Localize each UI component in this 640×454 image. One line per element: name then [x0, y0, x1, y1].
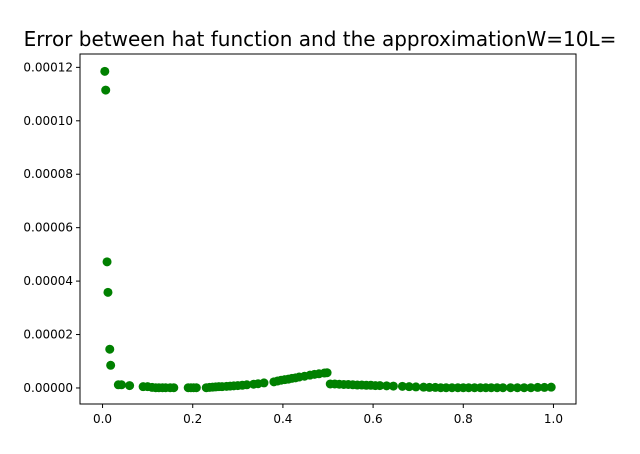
data-point: [404, 382, 414, 392]
x-tick-label: 1.0: [544, 412, 563, 426]
y-tick-label: 0.00000: [23, 381, 73, 395]
x-axis: 0.0 0.2 0.4 0.6 0.8 1.0: [93, 404, 563, 426]
data-point: [242, 380, 252, 390]
data-point: [397, 381, 407, 391]
y-tick-label: 0.00004: [23, 274, 73, 288]
chart-title: Error between hat function and the appro…: [24, 27, 617, 51]
data-point: [519, 383, 529, 393]
data-point: [526, 383, 536, 393]
data-point: [539, 382, 549, 392]
x-tick-label: 0.4: [273, 412, 292, 426]
data-point: [498, 383, 508, 393]
x-tick-label: 0.0: [93, 412, 112, 426]
data-point: [533, 382, 543, 392]
data-point: [411, 382, 421, 392]
data-point: [546, 382, 556, 392]
data-point: [259, 378, 269, 388]
plot-frame: [79, 53, 577, 405]
data-point: [388, 381, 398, 391]
data-point: [512, 383, 522, 393]
data-point: [116, 380, 126, 390]
data-point: [106, 360, 116, 370]
plot-area: [80, 54, 576, 404]
data-point: [103, 287, 113, 297]
data-point: [100, 66, 110, 76]
data-point: [322, 368, 332, 378]
data-point: [169, 383, 179, 393]
y-tick-label: 0.00012: [23, 60, 73, 74]
data-point: [125, 381, 135, 391]
data-point: [102, 257, 112, 267]
x-tick-label: 0.6: [364, 412, 383, 426]
data-point: [375, 381, 385, 391]
y-tick-label: 0.00006: [23, 221, 73, 235]
data-points: [100, 66, 556, 393]
data-point: [105, 344, 115, 354]
data-point: [101, 85, 111, 95]
data-point: [191, 383, 201, 393]
x-tick-label: 0.8: [454, 412, 473, 426]
y-tick-label: 0.00008: [23, 167, 73, 181]
y-axis: 0.00000 0.00002 0.00004 0.00006 0.00008 0.000…: [23, 60, 80, 395]
y-tick-label: 0.00010: [23, 114, 73, 128]
y-tick-label: 0.00002: [23, 328, 73, 342]
data-point: [506, 383, 516, 393]
x-tick-label: 0.2: [183, 412, 202, 426]
data-point: [382, 381, 392, 391]
